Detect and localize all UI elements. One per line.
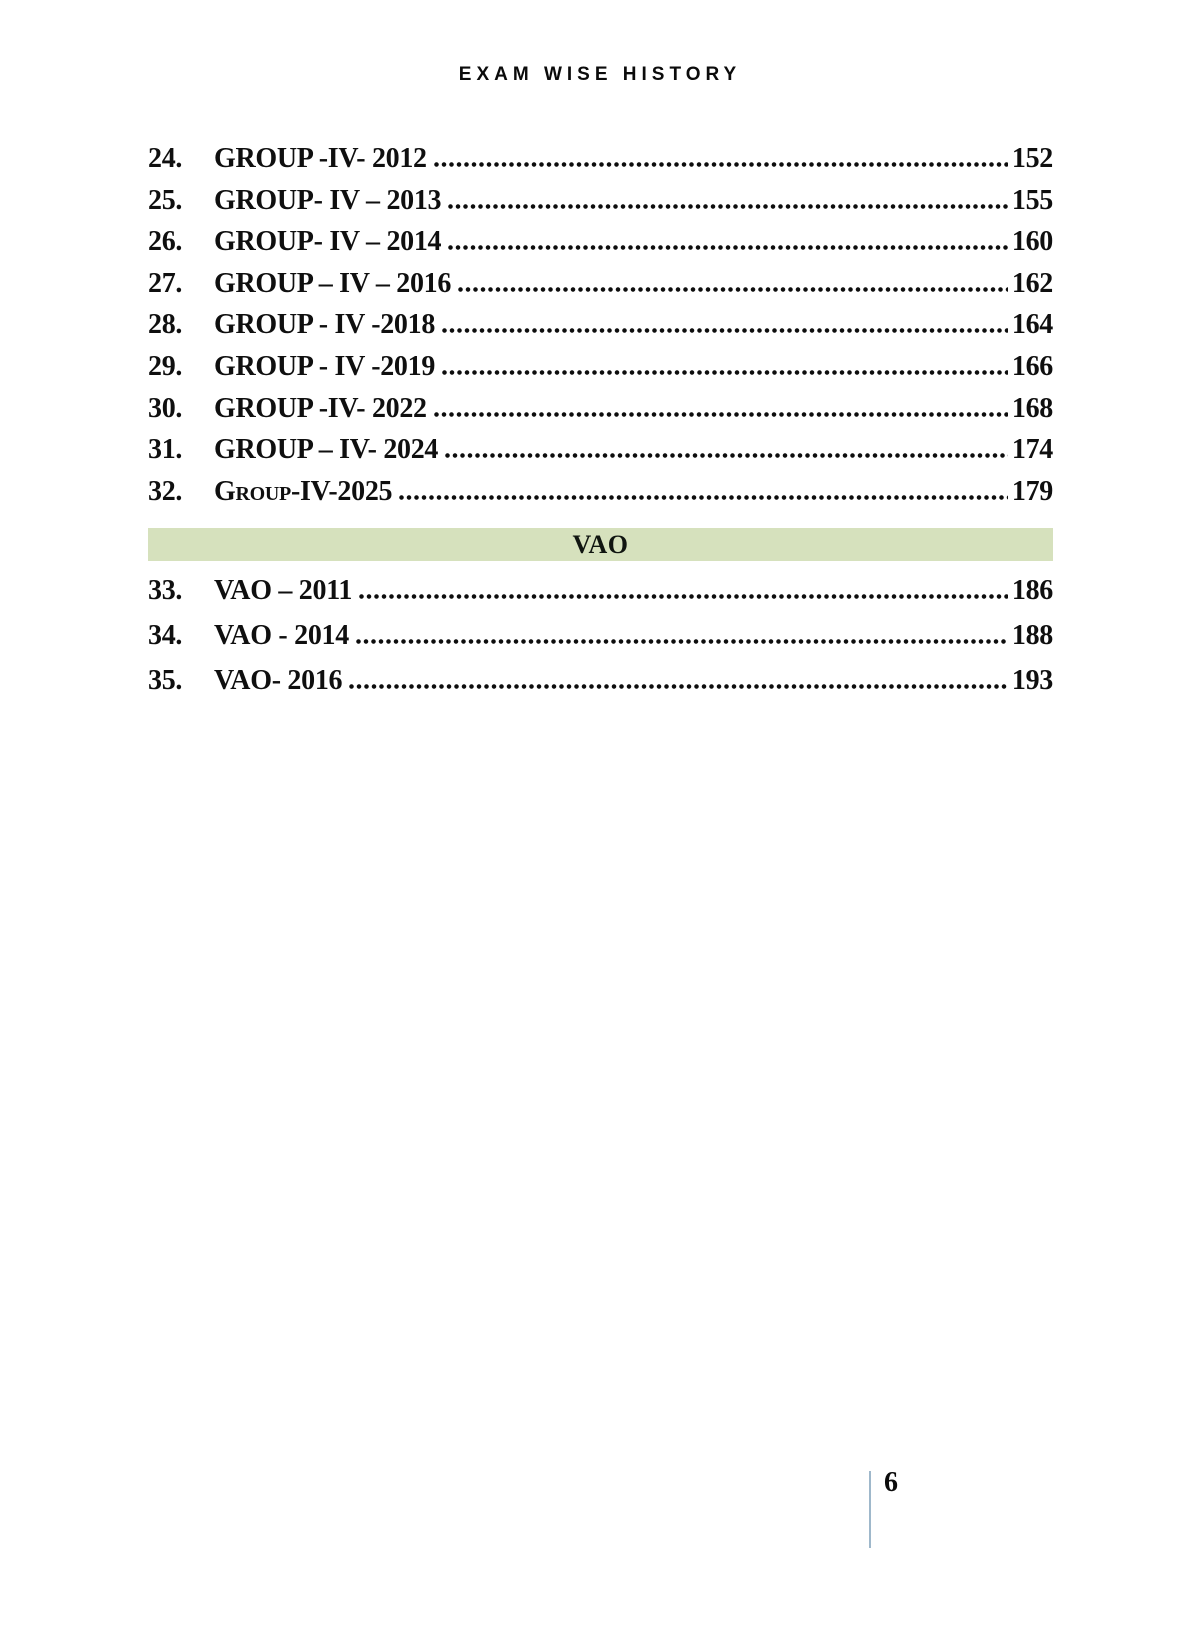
toc-leader-dots [349, 684, 1008, 690]
toc-leader-dots [442, 369, 1008, 375]
toc-entry-page: 160 [1011, 226, 1053, 258]
toc-entry-page: 155 [1011, 184, 1053, 216]
toc-entry: 31. GROUP – IV- 2024 174 [148, 434, 1053, 476]
toc-entry-number: 27. [148, 267, 183, 299]
toc-leader-dots [433, 162, 1008, 167]
toc-entry-title: GROUP – IV- 2024 [214, 434, 439, 466]
toc-entry-number: 26. [148, 226, 183, 258]
toc-entry: 34. VAO - 2014 188 [148, 620, 1053, 665]
toc-entry-number: 34. [148, 620, 183, 652]
toc-entry: 29. GROUP - IV -2019 166 [148, 351, 1053, 393]
toc-section: 33. VAO – 2011 186 34. VAO - 2014 188 35. VAO- … [148, 575, 1053, 710]
toc-leader-dots [433, 411, 1008, 417]
toc-entry: 33. VAO – 2011 186 [148, 575, 1053, 620]
toc-entry: 24. GROUP -IV- 2012 152 [148, 143, 1053, 185]
footer-rule [869, 1471, 871, 1548]
toc-entry-title: VAO – 2011 [214, 575, 353, 607]
page-title: EXAM WISE HISTORY [458, 64, 742, 85]
toc-entry-number: 25. [148, 184, 183, 216]
toc-leader-dots [448, 203, 1008, 209]
toc-entry-number: 30. [148, 392, 183, 424]
toc-entry-page: 152 [1011, 143, 1053, 174]
toc-entry-title: VAO- 2016 [214, 665, 343, 697]
toc-entry-title: GROUP- IV – 2013 [214, 184, 442, 216]
toc-leader-dots [448, 245, 1008, 251]
toc-entry-title: GROUP -IV- 2022 [214, 392, 427, 424]
toc-entry-number: 31. [148, 434, 183, 466]
toc-entry-page: 179 [1011, 475, 1053, 507]
toc-entry-page: 193 [1011, 665, 1053, 697]
toc-leader-dots [445, 453, 1008, 459]
toc-entry-page: 166 [1011, 350, 1053, 382]
toc-leader-dots [355, 639, 1008, 645]
toc-entry-title: GROUP - IV -2019 [214, 350, 436, 382]
toc-entry-page: 174 [1011, 434, 1053, 466]
toc-entry: 32. Group-IV-2025 179 [148, 476, 1053, 518]
toc-leader-dots [359, 594, 1008, 600]
toc-section: 24. GROUP -IV- 2012 152 25. GROUP- IV – 2013… [148, 143, 1053, 517]
toc-entry-title: GROUP - IV -2018 [214, 309, 436, 341]
toc-entry-number: 29. [148, 350, 183, 382]
toc-entry: 26. GROUP- IV – 2014 160 [148, 226, 1053, 268]
toc-entry: 25. GROUP- IV – 2013 155 [148, 185, 1053, 227]
toc-entry-page: 186 [1011, 575, 1053, 607]
toc-entry-title: GROUP -IV- 2012 [214, 143, 427, 174]
toc-entry-page: 164 [1011, 309, 1053, 341]
toc-leader-dots [458, 286, 1008, 292]
toc-entry-title: Group-IV-2025 [214, 475, 393, 507]
toc-entry: 30. GROUP -IV- 2022 168 [148, 393, 1053, 435]
toc-entry-number: 24. [148, 143, 183, 174]
toc-entry-page: 168 [1011, 392, 1053, 424]
section-header-vao: VAO [148, 528, 1053, 562]
toc-entry-title: VAO - 2014 [214, 620, 349, 652]
toc-entry-number: 28. [148, 309, 183, 341]
toc-entry-title: GROUP- IV – 2014 [214, 226, 442, 258]
toc-entry-number: 33. [148, 575, 183, 607]
toc-list: 24. GROUP -IV- 2012 152 25. GROUP- IV – 2013… [148, 143, 1053, 710]
toc-entry-number: 35. [148, 665, 183, 697]
toc-entry-page: 162 [1011, 267, 1053, 299]
toc-entry-number: 32. [148, 475, 183, 507]
toc-entry: 35. VAO- 2016 193 [148, 665, 1053, 710]
toc-entry: 27. GROUP – IV – 2016 162 [148, 268, 1053, 310]
toc-entry-title: GROUP – IV – 2016 [214, 267, 452, 299]
footer-page-number: 6 [884, 1467, 898, 1498]
toc-entry: 28. GROUP - IV -2018 164 [148, 309, 1053, 351]
toc-leader-dots [399, 494, 1008, 500]
toc-entry-page: 188 [1011, 620, 1053, 652]
toc-leader-dots [442, 328, 1008, 334]
